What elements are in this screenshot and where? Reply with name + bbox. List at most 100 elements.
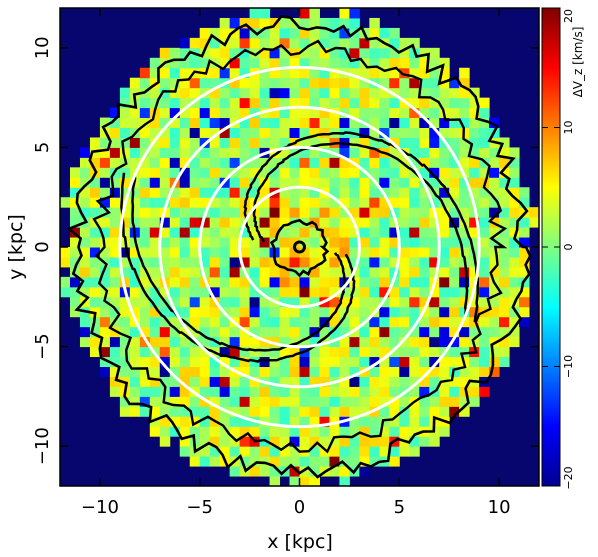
heatmap-cell [279,386,291,397]
heatmap-cell [239,167,251,178]
heatmap-cell [249,276,261,288]
heatmap-cell [329,456,340,467]
heatmap-cell [379,436,390,447]
heatmap-cell [229,386,241,397]
heatmap-cell [209,157,221,168]
heatmap-cell [329,77,340,89]
heatmap-cell [229,336,241,348]
heatmap-cell [329,197,340,208]
heatmap-cell [369,296,380,308]
heatmap-cell [379,77,390,89]
heatmap-cell [179,137,191,148]
heatmap-cell [449,326,460,338]
heatmap-cell [479,316,490,328]
heatmap-cell [459,177,470,188]
heatmap-cell [149,296,161,308]
heatmap-cell [159,127,171,138]
heatmap-cell [109,247,121,258]
heatmap-cell [209,177,221,188]
heatmap-cell [79,256,91,268]
heatmap-cell [299,157,310,168]
heatmap-cell [159,416,171,427]
heatmap-cell [369,157,380,168]
heatmap-cell [319,276,330,288]
heatmap-cell [279,57,291,69]
heatmap-cell [419,227,430,238]
heatmap-cell [459,227,470,238]
heatmap-cell [209,376,221,387]
heatmap-cell [239,57,251,69]
heatmap-cell [459,386,470,397]
heatmap-cell [379,426,390,437]
heatmap-cell [319,227,330,238]
heatmap-cell [209,276,221,288]
heatmap-cell [229,247,241,258]
heatmap-cell [119,366,131,377]
heatmap-cell [399,87,410,99]
heatmap-cell [359,217,370,228]
heatmap-cell [349,356,360,367]
heatmap-cell [419,67,430,79]
heatmap-cell [309,356,320,367]
heatmap-cell [469,137,480,148]
heatmap-cell [299,137,310,148]
heatmap-cell [409,87,420,99]
heatmap-cell [249,187,261,198]
heatmap-cell [299,426,310,437]
heatmap-cell [439,217,450,228]
heatmap-cell [419,386,430,397]
heatmap-cell [159,177,171,188]
heatmap-cell [279,127,291,138]
heatmap-cell [379,167,390,178]
heatmap-cell [329,466,340,477]
heatmap-cell [279,396,291,407]
heatmap-cell [79,266,91,278]
heatmap-cell [99,187,111,198]
heatmap-cell [99,177,111,188]
heatmap-cell [339,396,350,407]
heatmap-cell [339,197,350,208]
heatmap-cell [299,376,310,387]
heatmap-cell [69,177,81,188]
heatmap-cell [109,207,121,218]
heatmap-cell [99,157,111,168]
heatmap-cell [289,386,300,397]
heatmap-cell [379,326,390,338]
heatmap-cell [119,97,131,109]
heatmap-cell [229,266,241,278]
heatmap-cell [339,306,350,318]
heatmap-cell [79,276,91,288]
heatmap-cell [189,406,201,417]
heatmap-cell [369,446,380,457]
heatmap-cell [479,227,490,238]
heatmap-cell [419,296,430,308]
heatmap-cell [459,237,470,248]
heatmap-cell [409,376,420,387]
heatmap-cell [359,107,370,119]
heatmap-cell [219,207,231,218]
heatmap-cell [319,366,330,377]
heatmap-cell [69,187,81,198]
heatmap-cell [319,266,330,278]
heatmap-cell [379,217,390,228]
heatmap-cell [389,167,400,178]
heatmap-cell [269,436,281,447]
heatmap-cell [259,416,271,427]
heatmap-cell [159,346,171,358]
heatmap-cell [199,386,211,397]
heatmap-cell [119,306,131,318]
heatmap-cell [139,276,151,288]
heatmap-cell [359,396,370,407]
heatmap-cell [349,256,360,268]
heatmap-cell [329,446,340,457]
heatmap-cell [259,446,271,457]
heatmap-cell [79,207,91,218]
heatmap-cell [469,396,480,407]
heatmap-cell [399,137,410,148]
heatmap-cell [369,167,380,178]
heatmap-cell [249,77,261,89]
heatmap-cell [319,376,330,387]
heatmap-cell [179,366,191,377]
heatmap-cell [399,316,410,328]
heatmap-cell [139,346,151,358]
